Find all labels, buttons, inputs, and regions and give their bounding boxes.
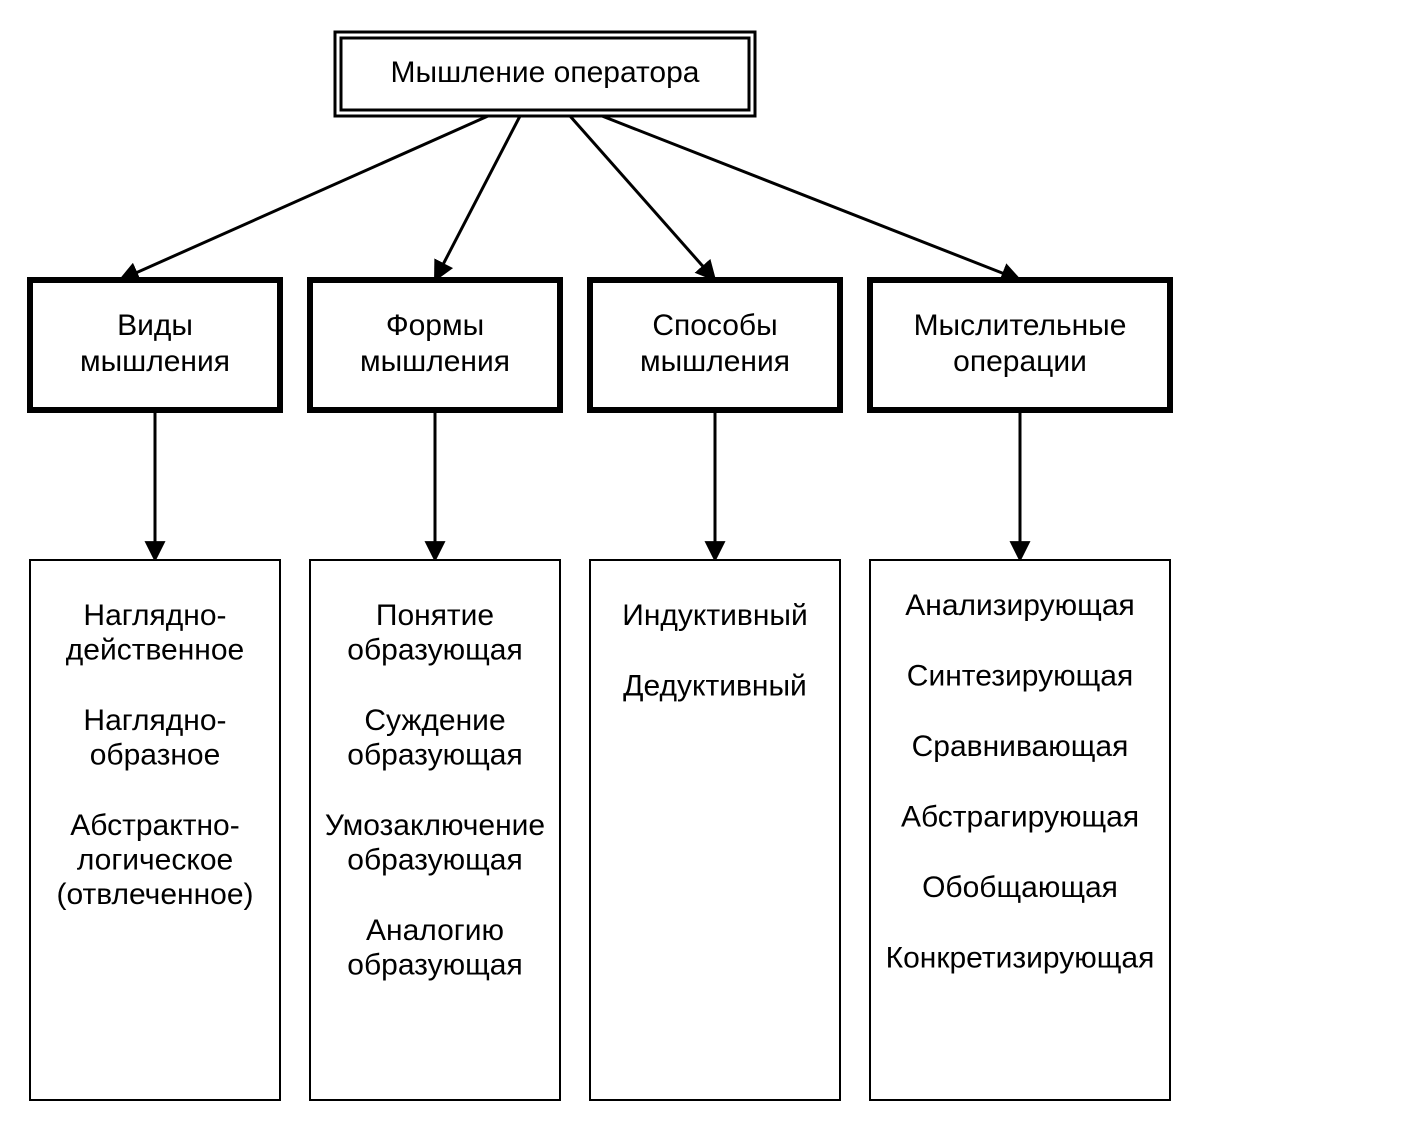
item-types-2-line1: логическое [77,844,233,877]
arrow-root-to-methods [570,116,715,280]
category-label-methods-line0: Способы [652,309,777,342]
category-label-ops-line1: операции [953,345,1087,378]
item-forms-2-line1: образующая [347,844,522,877]
items-box-methods [590,560,840,1100]
item-ops-1-line0: Синтезирующая [907,660,1133,693]
item-methods-1-line0: Дедуктивный [623,670,807,703]
item-forms-1-line1: образующая [347,739,522,772]
item-ops-0-line0: Анализирующая [905,589,1135,622]
item-types-2-line0: Абстрактно- [70,809,239,842]
arrow-root-to-ops [602,116,1020,280]
category-label-forms-line0: Формы [386,309,484,342]
item-types-0-line0: Наглядно- [83,599,226,632]
category-label-ops-line0: Мыслительные [914,309,1127,342]
item-types-1-line1: образное [90,739,221,772]
item-ops-4-line0: Обобщающая [922,871,1118,904]
item-types-2-line2: (отвлеченное) [56,878,253,911]
item-forms-1-line0: Суждение [364,704,505,737]
arrow-root-to-forms [435,116,520,280]
category-label-methods-line1: мышления [640,345,790,378]
item-forms-3-line1: образующая [347,949,522,982]
item-forms-0-line1: образующая [347,634,522,667]
item-types-1-line0: Наглядно- [83,704,226,737]
category-label-forms-line1: мышления [360,345,510,378]
category-label-types-line1: мышления [80,345,230,378]
item-ops-5-line0: Конкретизирующая [886,942,1155,975]
item-types-0-line1: действенное [66,634,244,667]
category-label-types-line0: Виды [117,309,193,342]
item-methods-0-line0: Индуктивный [622,599,807,632]
item-forms-0-line0: Понятие [376,599,494,632]
arrow-root-to-types [120,116,488,280]
item-ops-2-line0: Сравнивающая [912,730,1129,763]
item-ops-3-line0: Абстрагирующая [901,801,1139,834]
item-forms-2-line0: Умозаключение [325,809,545,842]
root-label: Мышление оператора [391,56,700,89]
thinking-diagram: Мышление оператораВидымышленияНаглядно-д… [0,0,1422,1137]
item-forms-3-line0: Аналогию [366,914,504,947]
